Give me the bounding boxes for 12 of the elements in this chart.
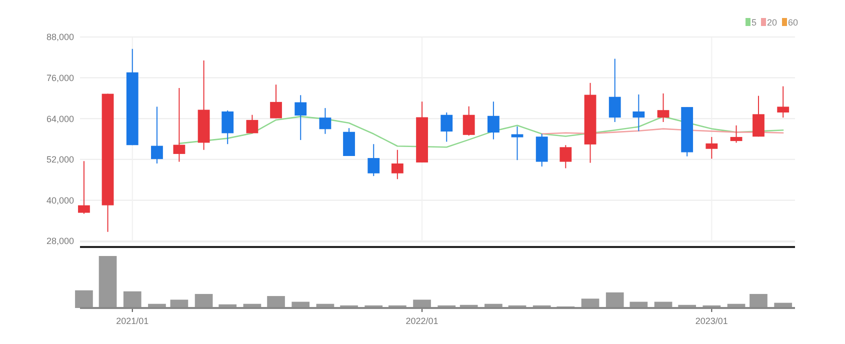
y-tick-label: 40,000 bbox=[46, 195, 74, 206]
y-tick-label: 28,000 bbox=[46, 236, 74, 246]
legend-label: 20 bbox=[767, 18, 778, 28]
legend-label: 60 bbox=[788, 18, 798, 28]
x-tick-label: 2023/01 bbox=[695, 316, 728, 326]
x-tick-label: 2022/01 bbox=[406, 316, 438, 326]
y-tick-label: 52,000 bbox=[46, 154, 74, 165]
legend-label: 5 bbox=[752, 18, 757, 28]
y-tick-label: 88,000 bbox=[46, 32, 74, 42]
y-tick-label: 76,000 bbox=[46, 72, 74, 83]
x-tick-label: 2021/01 bbox=[116, 316, 149, 326]
y-tick-label: 64,000 bbox=[46, 114, 74, 124]
